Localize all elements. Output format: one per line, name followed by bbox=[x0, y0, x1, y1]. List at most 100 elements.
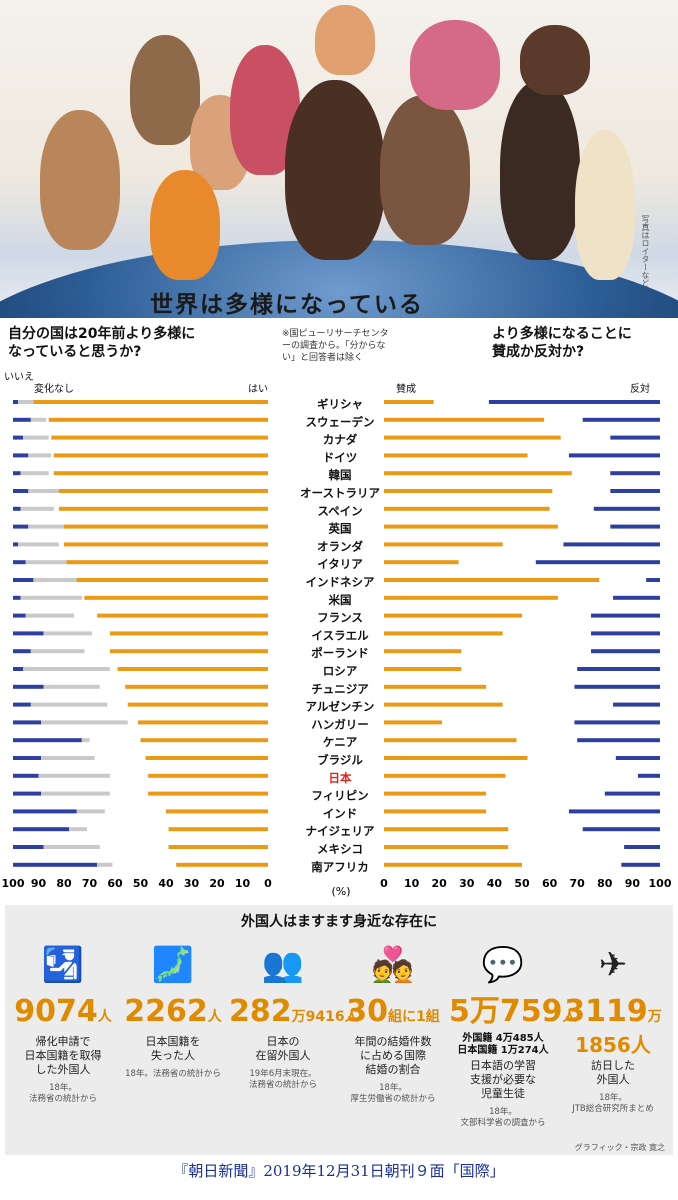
stat-number: 9074人 bbox=[14, 994, 112, 1029]
category-label: 南アフリカ bbox=[311, 860, 369, 874]
bar-no bbox=[13, 489, 29, 493]
bar-favor bbox=[384, 471, 572, 476]
stat-unit: 人 bbox=[207, 1009, 222, 1025]
stat-description: 日本国籍を 失った人 bbox=[145, 1035, 201, 1062]
bar-oppose bbox=[610, 524, 660, 529]
bar-nochange bbox=[30, 417, 47, 422]
bar-oppose bbox=[577, 738, 660, 743]
left-question: 自分の国は20年前より多様に なっていると思うか? bbox=[8, 326, 196, 360]
right-tick-label: 90 bbox=[625, 877, 641, 890]
category-label: スペイン bbox=[317, 504, 362, 518]
bar-oppose bbox=[591, 631, 660, 636]
stat-source: 18年。 JTB総合研究所まとめ bbox=[572, 1093, 654, 1114]
bar-yes bbox=[145, 756, 268, 760]
photo-person bbox=[380, 95, 470, 245]
bar-no bbox=[13, 649, 31, 654]
stat-card: 🗾 2262人 日本国籍を 失った人 18年。法務省の統計から bbox=[119, 935, 227, 1150]
category-label: チュニジア bbox=[311, 682, 369, 696]
left-tick-label: 80 bbox=[56, 877, 72, 890]
left-tick-label: 10 bbox=[235, 877, 251, 890]
stat-source: 18年。 法務省の統計から bbox=[28, 1083, 97, 1104]
bar-favor bbox=[384, 489, 553, 493]
bar-nochange bbox=[41, 791, 110, 796]
left-tick-label: 20 bbox=[209, 877, 225, 890]
bar-favor bbox=[384, 827, 509, 832]
bar-yes bbox=[117, 667, 268, 671]
bar-yes bbox=[64, 524, 268, 529]
category-label: ハンガリー bbox=[311, 717, 369, 731]
photo-person bbox=[40, 110, 120, 250]
bar-favor bbox=[384, 773, 506, 778]
category-label: アルゼンチン bbox=[306, 700, 375, 714]
graphic-credit: グラフィック・宗政 寛之 bbox=[574, 1143, 665, 1152]
left-tick-label: 70 bbox=[82, 877, 98, 890]
right-tick-label: 60 bbox=[542, 877, 558, 890]
bar-favor bbox=[384, 631, 503, 636]
stat-number: 5万759人 bbox=[449, 994, 577, 1029]
bar-no bbox=[13, 417, 31, 422]
bar-yes bbox=[53, 453, 268, 458]
category-label: カナダ bbox=[323, 433, 358, 447]
bar-no bbox=[13, 809, 77, 814]
right-tick-label: 70 bbox=[570, 877, 586, 890]
stat-source: 18年。法務省の統計から bbox=[125, 1069, 221, 1079]
bar-yes bbox=[51, 435, 268, 440]
stat-card: ✈ 3119万 1856人 訪日した 外国人 18年。 JTB総合研究所まとめ bbox=[559, 935, 667, 1150]
bar-nochange bbox=[81, 738, 90, 743]
bar-oppose bbox=[610, 471, 660, 476]
bar-yes bbox=[64, 542, 268, 547]
bar-yes bbox=[58, 506, 269, 511]
bar-yes bbox=[76, 578, 268, 582]
bar-yes bbox=[166, 809, 268, 814]
category-label: 米国 bbox=[328, 593, 352, 607]
bar-oppose bbox=[568, 809, 660, 814]
bar-nochange bbox=[41, 756, 95, 760]
bar-nochange bbox=[97, 862, 113, 867]
bar-yes bbox=[125, 684, 268, 689]
bar-no bbox=[13, 667, 24, 671]
legend-no: いいえ bbox=[4, 372, 34, 383]
left-tick-label: 40 bbox=[158, 877, 174, 890]
diversity-bar-chart: ギリシャスウェーデンカナダドイツ韓国オーストラリアスペイン英国オランダイタリアイ… bbox=[2, 397, 672, 898]
bar-nochange bbox=[25, 560, 75, 565]
bar-no bbox=[13, 578, 34, 582]
bar-yes bbox=[148, 773, 268, 778]
photo-person bbox=[315, 5, 375, 75]
bar-yes bbox=[33, 400, 269, 404]
category-label: 英国 bbox=[328, 522, 352, 536]
bar-nochange bbox=[69, 827, 87, 832]
photo-person bbox=[500, 80, 580, 260]
photo-person bbox=[285, 80, 385, 260]
stat-description: 訪日した 外国人 bbox=[591, 1059, 635, 1086]
left-tick-label: 60 bbox=[107, 877, 123, 890]
stat-number: 2262人 bbox=[124, 994, 222, 1029]
category-label: ドイツ bbox=[323, 450, 358, 464]
photo-credit: 写真はロイターなど bbox=[641, 215, 650, 287]
category-label: ケニア bbox=[323, 735, 358, 749]
legend-oppose: 反対 bbox=[630, 384, 650, 395]
bar-favor bbox=[384, 417, 545, 422]
bar-oppose bbox=[577, 667, 660, 671]
bar-favor bbox=[384, 524, 558, 529]
stat-source: 19年6月末現在。 法務省の統計から bbox=[248, 1069, 317, 1090]
bar-no bbox=[13, 720, 42, 725]
bar-nochange bbox=[43, 684, 100, 689]
bar-no bbox=[13, 738, 82, 743]
survey-note: ※国ピューリサーチセンターの調査から。「分からない」と回答者は除く bbox=[282, 329, 389, 363]
foreigners-stats-panel: 外国人はますます身近な存在に 🛂 9074人 帰化申請で 日本国籍を取得 した外国人… bbox=[5, 905, 673, 1155]
left-tick-label: 90 bbox=[31, 877, 47, 890]
category-label: メキシコ bbox=[317, 842, 363, 856]
bar-oppose bbox=[563, 542, 660, 547]
passport-icon: 🛂 bbox=[41, 945, 85, 985]
legend-yes: はい bbox=[248, 384, 268, 395]
stat-number: 30組に1組 bbox=[346, 994, 440, 1029]
bar-no bbox=[13, 524, 29, 529]
bar-favor bbox=[384, 720, 442, 725]
stat-description: 日本の 在留外国人 bbox=[255, 1035, 311, 1062]
bar-no bbox=[13, 542, 19, 547]
left-tick-label: 0 bbox=[264, 877, 272, 890]
category-label: インド bbox=[323, 806, 358, 820]
category-label: ナイジェリア bbox=[306, 824, 375, 838]
stat-unit: 万 bbox=[647, 1009, 662, 1025]
right-tick-label: 30 bbox=[459, 877, 475, 890]
